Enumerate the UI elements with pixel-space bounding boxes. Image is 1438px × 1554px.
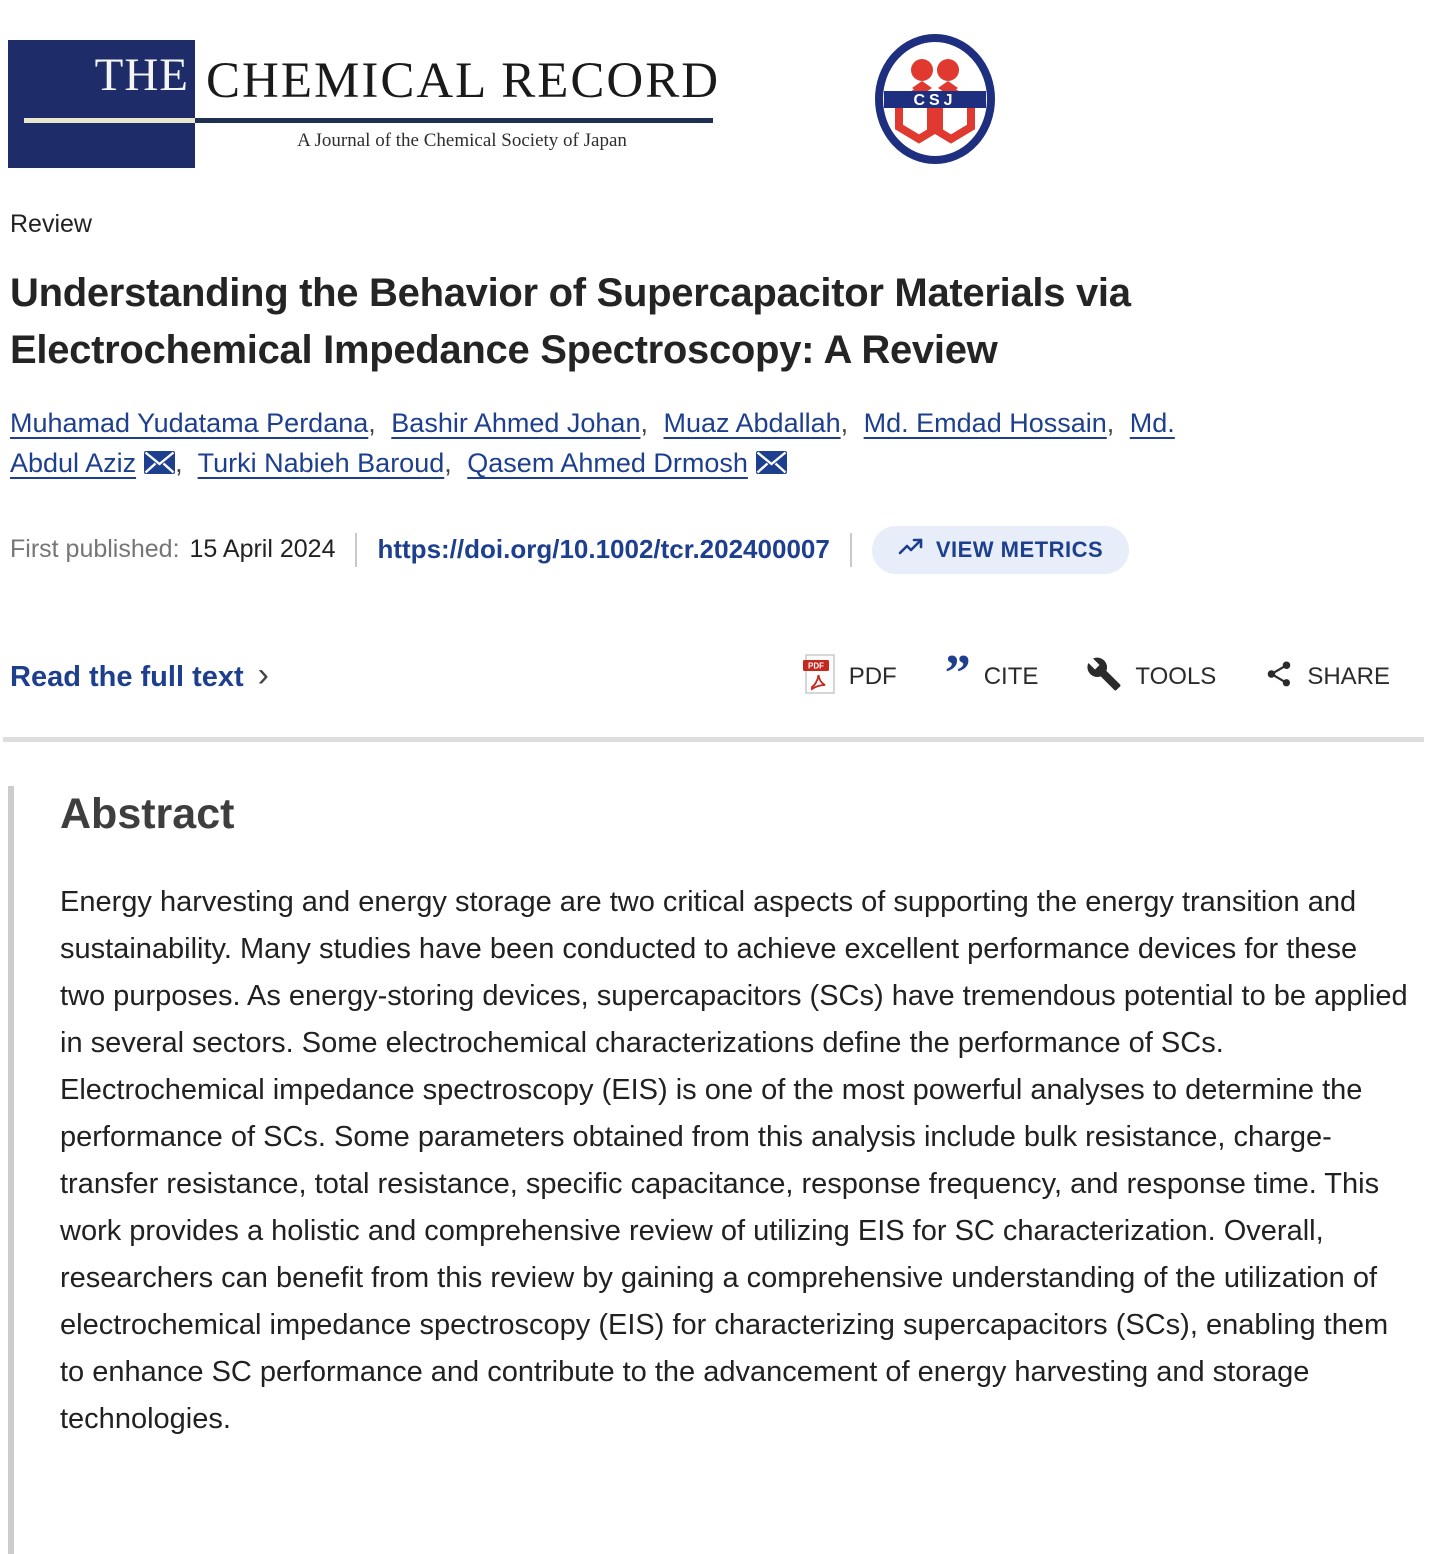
author-separator: , — [1106, 407, 1115, 438]
author-item: Turki Nabieh Baroud, — [198, 448, 460, 478]
author-link-5[interactable]: Md. Abdul Aziz — [10, 407, 1175, 479]
wrench-icon — [1086, 656, 1122, 699]
author-separator: , — [368, 407, 376, 438]
svg-text:PDF: PDF — [808, 661, 824, 670]
share-icon — [1264, 658, 1294, 697]
read-full-text-link[interactable]: Read the full text › — [10, 656, 269, 695]
banner-rule-navy — [195, 118, 713, 123]
abstract-text: Energy harvesting and energy storage are… — [60, 885, 1408, 1435]
abstract-section: Abstract Energy harvesting and energy st… — [8, 785, 1438, 1554]
author-link-2[interactable]: Bashir Ahmed Johan — [391, 407, 641, 438]
first-published-date: 15 April 2024 — [189, 535, 336, 564]
read-full-text-label: Read the full text — [10, 660, 244, 693]
cite-button[interactable]: ” CITE — [944, 645, 1039, 703]
csj-logo-text: CSJ — [913, 92, 956, 109]
trending-up-icon — [898, 537, 924, 563]
author-item: Muaz Abdallah, — [664, 408, 857, 438]
author-separator: , — [840, 407, 849, 438]
csj-society-logo-icon: CSJ — [872, 33, 998, 170]
section-divider — [3, 736, 1424, 742]
separator-bar — [355, 532, 358, 567]
cite-label: CITE — [983, 663, 1039, 691]
banner-rule-cream — [24, 118, 195, 123]
author-link-4[interactable]: Md. Emdad Hossain — [863, 407, 1107, 438]
article-content: Review Understanding the Behavior of Sup… — [0, 168, 1438, 1554]
view-metrics-label: VIEW METRICS — [935, 536, 1104, 562]
banner-navy-box — [8, 40, 195, 168]
author-link-1[interactable]: Muhamad Yudatama Perdana — [10, 407, 369, 438]
cite-quote-icon: ” — [944, 645, 971, 703]
journal-title: CHEMICAL RECORD — [206, 53, 721, 109]
journal-banner: THE CHEMICAL RECORD A Journal of the Che… — [8, 40, 1008, 168]
article-title: Understanding the Behavior of Supercapac… — [10, 271, 1131, 372]
tools-label: TOOLS — [1135, 663, 1217, 691]
first-published-label: First published: — [10, 535, 180, 564]
doi-link[interactable]: https://doi.org/10.1002/tcr.202400007 — [377, 534, 830, 565]
author-link-7[interactable]: Qasem Ahmed Drmosh — [467, 448, 748, 479]
article-type-label: Review — [10, 210, 92, 238]
author-list: Muhamad Yudatama Perdana, Bashir Ahmed J… — [10, 403, 1195, 486]
action-row: Read the full text › PDF PDF ” CITE TOOL… — [10, 645, 1428, 703]
email-icon[interactable] — [755, 445, 787, 486]
author-item: Muhamad Yudatama Perdana, — [10, 408, 384, 438]
article-tools: PDF PDF ” CITE TOOLS SHARE — [802, 645, 1390, 703]
email-icon[interactable] — [144, 445, 176, 486]
view-metrics-button[interactable]: VIEW METRICS — [871, 525, 1130, 574]
author-separator: , — [444, 448, 452, 479]
pdf-label: PDF — [848, 663, 897, 691]
journal-tagline: A Journal of the Chemical Society of Jap… — [297, 130, 627, 151]
share-button[interactable]: SHARE — [1264, 658, 1390, 697]
author-link-3[interactable]: Muaz Abdallah — [663, 407, 841, 438]
chevron-right-icon: › — [257, 656, 269, 695]
author-separator: , — [175, 448, 183, 479]
pdf-button[interactable]: PDF PDF — [802, 653, 897, 701]
separator-bar — [849, 532, 852, 567]
tools-button[interactable]: TOOLS — [1086, 656, 1216, 699]
author-link-6[interactable]: Turki Nabieh Baroud — [197, 448, 445, 479]
pdf-icon: PDF — [802, 653, 836, 701]
author-item: Md. Abdul Aziz, — [10, 408, 1175, 479]
abstract-heading: Abstract — [60, 789, 235, 838]
author-item: Bashir Ahmed Johan, — [391, 408, 656, 438]
publication-info-row: First published: 15 April 2024 https://d… — [10, 525, 1428, 574]
author-separator: , — [640, 407, 648, 438]
author-item: Md. Emdad Hossain, — [864, 408, 1123, 438]
author-item: Qasem Ahmed Drmosh — [467, 448, 787, 478]
banner-the: THE — [94, 49, 189, 101]
share-label: SHARE — [1307, 663, 1390, 691]
